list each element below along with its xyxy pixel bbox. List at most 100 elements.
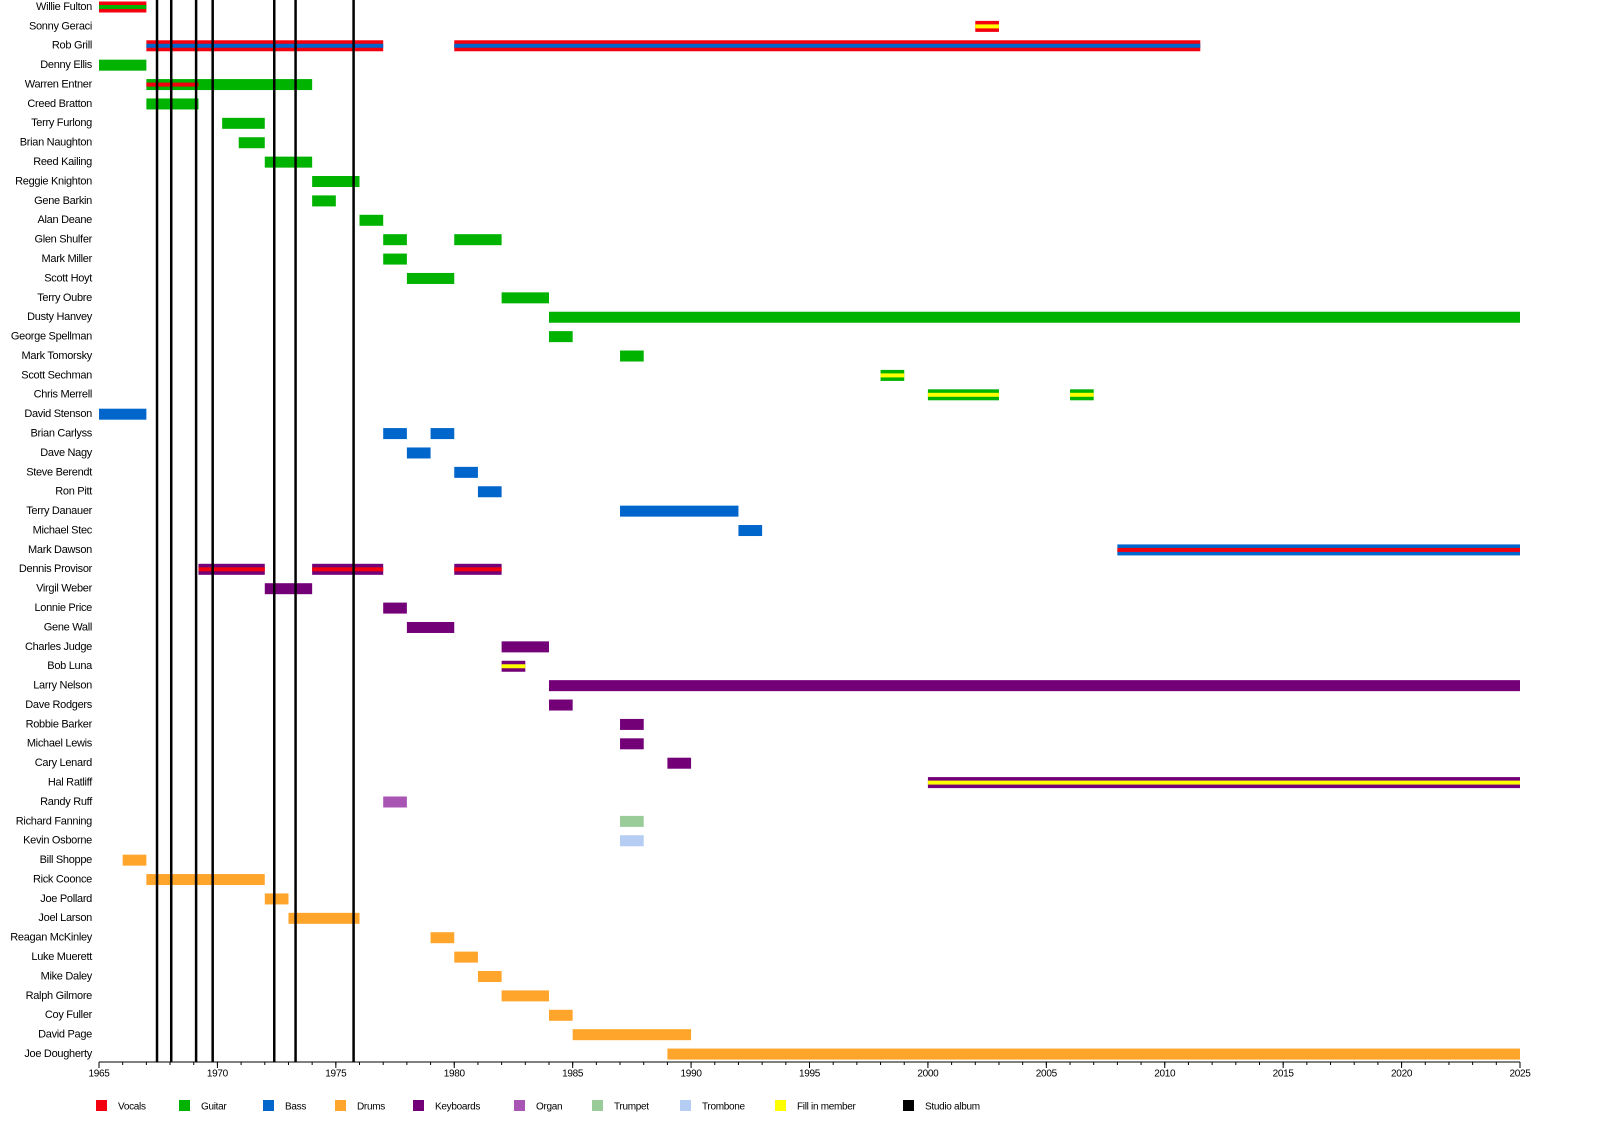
member-name: Reagan McKinley — [10, 932, 93, 944]
member-name: Sonny Geraci — [29, 20, 92, 32]
member-name: Steve Berendt — [26, 466, 92, 478]
member-name: David Stenson — [24, 408, 92, 420]
legend-label: Guitar — [201, 1102, 227, 1113]
member-bar — [312, 176, 360, 188]
member-bar — [620, 835, 644, 847]
member-bar — [406, 447, 431, 459]
member-name: Dave Rodgers — [25, 699, 93, 711]
member-name: Kevin Osborne — [23, 835, 92, 847]
member-name: Ralph Gilmore — [26, 990, 93, 1002]
x-tick-label: 2025 — [1509, 1069, 1531, 1080]
member-bar-inner — [1117, 547, 1520, 552]
member-name: George Spellman — [11, 331, 92, 343]
legend-swatch — [413, 1100, 424, 1111]
legend-swatch — [179, 1100, 190, 1111]
x-tick-label: 2000 — [917, 1069, 939, 1080]
x-tick-label: 1995 — [799, 1069, 821, 1080]
legend-label: Bass — [285, 1102, 306, 1113]
member-name: Joe Dougherty — [24, 1048, 92, 1060]
member-name: Terry Furlong — [31, 117, 92, 129]
member-bar — [548, 331, 573, 343]
member-name: Willie Fulton — [36, 1, 92, 13]
member-bar — [406, 272, 455, 284]
member-bar — [430, 932, 455, 944]
legend-label: Fill in member — [797, 1102, 857, 1113]
member-name: Scott Sechman — [21, 369, 92, 381]
member-name: Alan Deane — [38, 214, 93, 226]
x-tick-label: 1965 — [88, 1069, 110, 1080]
x-tick-label: 1990 — [681, 1069, 703, 1080]
member-name: Coy Fuller — [45, 1009, 93, 1021]
x-tick-label: 2015 — [1273, 1069, 1295, 1080]
x-tick-label: 1975 — [325, 1069, 347, 1080]
member-bar — [122, 854, 147, 866]
member-name: Warren Entner — [25, 78, 93, 90]
member-bar — [501, 292, 549, 304]
member-bar — [548, 1009, 573, 1021]
member-name: Gene Wall — [44, 621, 92, 633]
member-name: Dusty Hanvey — [27, 311, 93, 323]
member-name: Mark Dawson — [28, 544, 92, 556]
member-bar — [477, 971, 502, 982]
member-name: Reed Kailing — [33, 156, 92, 168]
member-bar — [198, 79, 313, 91]
legend-label: Studio album — [925, 1102, 980, 1113]
member-name: Creed Bratton — [27, 98, 92, 110]
legend-label: Organ — [536, 1102, 562, 1113]
member-name: Luke Muerett — [31, 951, 92, 963]
member-name: Cary Lenard — [35, 757, 92, 769]
member-bar — [288, 912, 360, 924]
member-bar — [501, 641, 549, 653]
legend-label: Keyboards — [435, 1102, 480, 1113]
x-tick-label: 2020 — [1391, 1069, 1413, 1080]
member-name: Michael Stec — [33, 524, 93, 536]
member-name: Robbie Barker — [26, 718, 93, 730]
member-bar-inner — [927, 780, 1520, 785]
member-name: Reggie Knighton — [15, 175, 92, 187]
member-bar — [383, 602, 407, 614]
member-bar — [406, 621, 455, 633]
member-name: Michael Lewis — [27, 738, 93, 750]
member-bar — [501, 990, 549, 1002]
member-name: Brian Carlyss — [30, 427, 92, 439]
member-name: Ron Pitt — [55, 486, 92, 498]
legend-label: Trombone — [702, 1102, 746, 1113]
member-bar-inner — [454, 567, 502, 572]
member-bar-inner — [454, 43, 1201, 48]
legend-swatch — [335, 1100, 346, 1111]
member-bar — [383, 253, 407, 265]
member-bar — [146, 874, 265, 886]
member-bar — [312, 195, 336, 207]
member-bar — [548, 680, 1520, 692]
member-bar — [383, 234, 407, 246]
member-bar — [99, 59, 147, 71]
legend-label: Trumpet — [614, 1102, 649, 1113]
legend-swatch — [680, 1100, 691, 1111]
member-bar-inner — [1070, 392, 1094, 397]
member-bar — [572, 1029, 692, 1041]
member-bar — [359, 214, 384, 226]
member-bar — [454, 951, 478, 963]
member-bar — [383, 796, 407, 808]
member-name: Chris Merrell — [34, 389, 92, 401]
member-name: Terry Oubre — [37, 292, 92, 304]
member-name: Hal Ratliff — [48, 777, 93, 789]
legend-swatch — [592, 1100, 603, 1111]
member-bar — [222, 117, 265, 129]
member-name: Larry Nelson — [33, 680, 92, 692]
member-name: Randy Ruff — [40, 796, 93, 808]
member-bar-inner — [146, 43, 384, 48]
member-bar-inner — [927, 392, 999, 397]
x-tick-label: 2005 — [1036, 1069, 1058, 1080]
member-name: Bob Luna — [47, 660, 93, 672]
member-bar — [454, 466, 478, 478]
legend-swatch — [775, 1100, 786, 1111]
member-bar-inner — [99, 5, 147, 9]
member-bar — [454, 234, 502, 246]
member-bar-inner — [975, 24, 999, 29]
member-name: Richard Fanning — [16, 815, 92, 827]
member-name: Gene Barkin — [34, 195, 92, 207]
member-name: Glen Shulfer — [34, 234, 92, 246]
member-bar-inner — [501, 664, 526, 669]
member-name: Joe Pollard — [40, 893, 92, 905]
